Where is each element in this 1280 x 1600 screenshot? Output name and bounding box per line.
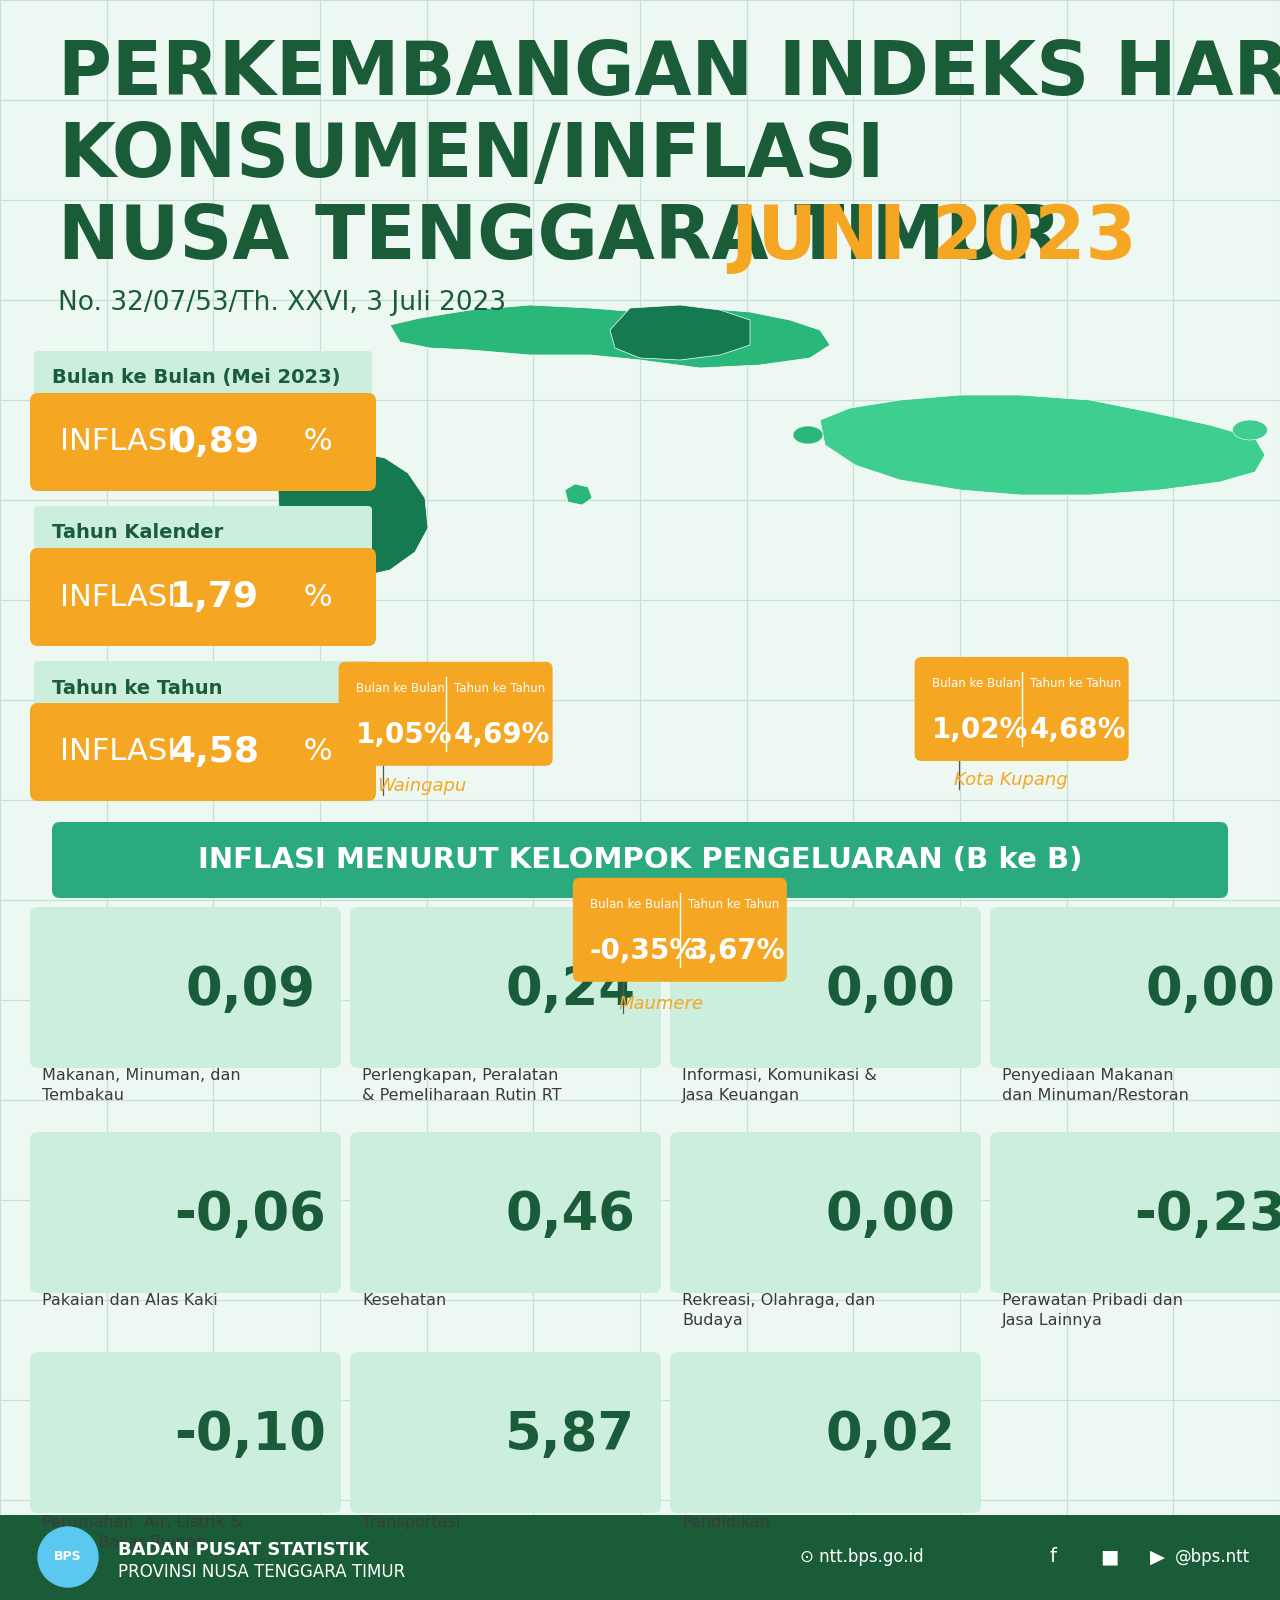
FancyBboxPatch shape bbox=[29, 1133, 340, 1293]
Ellipse shape bbox=[794, 426, 823, 443]
Text: BPS: BPS bbox=[54, 1550, 82, 1563]
Text: Rekreasi, Olahraga, dan
Budaya: Rekreasi, Olahraga, dan Budaya bbox=[682, 1293, 876, 1328]
Text: Transportasi: Transportasi bbox=[362, 1515, 461, 1530]
Text: 4,68%: 4,68% bbox=[1029, 717, 1126, 744]
Text: Tahun ke Tahun: Tahun ke Tahun bbox=[687, 898, 780, 910]
Text: Bulan ke Bulan: Bulan ke Bulan bbox=[590, 898, 678, 910]
FancyBboxPatch shape bbox=[989, 1133, 1280, 1293]
Text: 0,09: 0,09 bbox=[186, 965, 315, 1016]
Text: Perawatan Pribadi dan
Jasa Lainnya: Perawatan Pribadi dan Jasa Lainnya bbox=[1002, 1293, 1183, 1328]
FancyBboxPatch shape bbox=[669, 1133, 980, 1293]
Polygon shape bbox=[278, 450, 428, 578]
FancyBboxPatch shape bbox=[29, 1352, 340, 1514]
Text: Kota Kupang: Kota Kupang bbox=[954, 771, 1068, 789]
FancyBboxPatch shape bbox=[35, 506, 372, 560]
Text: NUSA TENGGARA TIMUR: NUSA TENGGARA TIMUR bbox=[58, 202, 1087, 275]
FancyBboxPatch shape bbox=[35, 661, 372, 715]
FancyBboxPatch shape bbox=[339, 662, 553, 766]
Text: 0,00: 0,00 bbox=[826, 965, 955, 1016]
FancyBboxPatch shape bbox=[989, 907, 1280, 1069]
Circle shape bbox=[38, 1526, 99, 1587]
Text: 0,89: 0,89 bbox=[170, 426, 259, 459]
Text: 0,00: 0,00 bbox=[1146, 965, 1275, 1016]
Text: 0,00: 0,00 bbox=[826, 1189, 955, 1242]
Text: INFLASI: INFLASI bbox=[60, 738, 186, 766]
Text: Pakaian dan Alas Kaki: Pakaian dan Alas Kaki bbox=[42, 1293, 218, 1309]
Text: 0,24: 0,24 bbox=[506, 965, 635, 1016]
Text: Pendidikan: Pendidikan bbox=[682, 1515, 769, 1530]
Text: PERKEMBANGAN INDEKS HARGA: PERKEMBANGAN INDEKS HARGA bbox=[58, 38, 1280, 110]
FancyBboxPatch shape bbox=[29, 547, 376, 646]
Text: 4,58: 4,58 bbox=[170, 734, 259, 770]
Text: Bulan ke Bulan (Mei 2023): Bulan ke Bulan (Mei 2023) bbox=[52, 368, 340, 387]
Text: 4,69%: 4,69% bbox=[453, 720, 550, 749]
FancyBboxPatch shape bbox=[669, 907, 980, 1069]
Text: 5,87: 5,87 bbox=[506, 1410, 635, 1461]
FancyBboxPatch shape bbox=[349, 1133, 660, 1293]
Text: Perumahan, Air, Listrik &
Bahan Bakar Rumah
Tangga: Perumahan, Air, Listrik & Bahan Bakar Ru… bbox=[42, 1515, 243, 1571]
Text: BADAN PUSAT STATISTIK: BADAN PUSAT STATISTIK bbox=[118, 1541, 369, 1558]
FancyBboxPatch shape bbox=[349, 1352, 660, 1514]
Text: 0,02: 0,02 bbox=[826, 1410, 955, 1461]
Text: %: % bbox=[294, 427, 333, 456]
FancyBboxPatch shape bbox=[573, 878, 787, 982]
Text: Tahun ke Tahun: Tahun ke Tahun bbox=[1029, 677, 1121, 690]
Text: ■: ■ bbox=[1100, 1547, 1119, 1566]
Text: Informasi, Komunikasi &
Jasa Keuangan: Informasi, Komunikasi & Jasa Keuangan bbox=[682, 1069, 877, 1104]
Text: Perlengkapan, Peralatan
& Pemeliharaan Rutin RT: Perlengkapan, Peralatan & Pemeliharaan R… bbox=[362, 1069, 562, 1104]
Text: %: % bbox=[294, 738, 333, 766]
Text: INFLASI MENURUT KELOMPOK PENGELUARAN (B ke B): INFLASI MENURUT KELOMPOK PENGELUARAN (B … bbox=[197, 846, 1083, 874]
FancyBboxPatch shape bbox=[29, 907, 340, 1069]
Text: INFLASI: INFLASI bbox=[60, 582, 186, 611]
Text: ⊙ ntt.bps.go.id: ⊙ ntt.bps.go.id bbox=[800, 1549, 924, 1566]
FancyBboxPatch shape bbox=[29, 394, 376, 491]
FancyBboxPatch shape bbox=[915, 658, 1129, 762]
Text: Tahun Kalender: Tahun Kalender bbox=[52, 523, 223, 542]
Polygon shape bbox=[611, 306, 750, 360]
Text: PROVINSI NUSA TENGGARA TIMUR: PROVINSI NUSA TENGGARA TIMUR bbox=[118, 1563, 406, 1581]
Text: Penyediaan Makanan
dan Minuman/Restoran: Penyediaan Makanan dan Minuman/Restoran bbox=[1002, 1069, 1189, 1104]
Text: @bps.ntt: @bps.ntt bbox=[1175, 1549, 1251, 1566]
Text: -0,06: -0,06 bbox=[174, 1189, 326, 1242]
Text: Maumere: Maumere bbox=[618, 995, 703, 1013]
Polygon shape bbox=[820, 395, 1265, 494]
Text: ▶: ▶ bbox=[1149, 1547, 1165, 1566]
Ellipse shape bbox=[1233, 419, 1267, 440]
Text: JUNI 2023: JUNI 2023 bbox=[730, 202, 1137, 275]
Text: INFLASI: INFLASI bbox=[60, 427, 186, 456]
FancyBboxPatch shape bbox=[0, 1515, 1280, 1600]
Text: Bulan ke Bulan: Bulan ke Bulan bbox=[356, 682, 444, 694]
FancyBboxPatch shape bbox=[52, 822, 1228, 898]
Text: %: % bbox=[294, 582, 333, 611]
Text: -0,35%: -0,35% bbox=[590, 938, 698, 965]
Text: KONSUMEN/INFLASI: KONSUMEN/INFLASI bbox=[58, 120, 884, 194]
Text: No. 32/07/53/Th. XXVI, 3 Juli 2023: No. 32/07/53/Th. XXVI, 3 Juli 2023 bbox=[58, 290, 506, 317]
Text: Makanan, Minuman, dan
Tembakau: Makanan, Minuman, dan Tembakau bbox=[42, 1069, 241, 1104]
Polygon shape bbox=[390, 306, 829, 368]
Text: Waingapu: Waingapu bbox=[378, 778, 467, 795]
FancyBboxPatch shape bbox=[35, 350, 372, 405]
Text: 1,02%: 1,02% bbox=[932, 717, 1028, 744]
Text: f: f bbox=[1050, 1547, 1057, 1566]
FancyBboxPatch shape bbox=[349, 907, 660, 1069]
Text: 0,46: 0,46 bbox=[506, 1189, 635, 1242]
Text: Tahun ke Tahun: Tahun ke Tahun bbox=[52, 678, 223, 698]
Text: 1,79: 1,79 bbox=[170, 579, 259, 614]
Text: -0,23: -0,23 bbox=[1134, 1189, 1280, 1242]
Text: Kesehatan: Kesehatan bbox=[362, 1293, 447, 1309]
FancyBboxPatch shape bbox=[29, 702, 376, 802]
Text: Tahun ke Tahun: Tahun ke Tahun bbox=[453, 682, 545, 694]
Polygon shape bbox=[564, 483, 591, 506]
Text: -0,10: -0,10 bbox=[174, 1410, 326, 1461]
Text: Bulan ke Bulan: Bulan ke Bulan bbox=[932, 677, 1020, 690]
FancyBboxPatch shape bbox=[669, 1352, 980, 1514]
Text: 3,67%: 3,67% bbox=[687, 938, 785, 965]
Text: 1,05%: 1,05% bbox=[356, 720, 452, 749]
